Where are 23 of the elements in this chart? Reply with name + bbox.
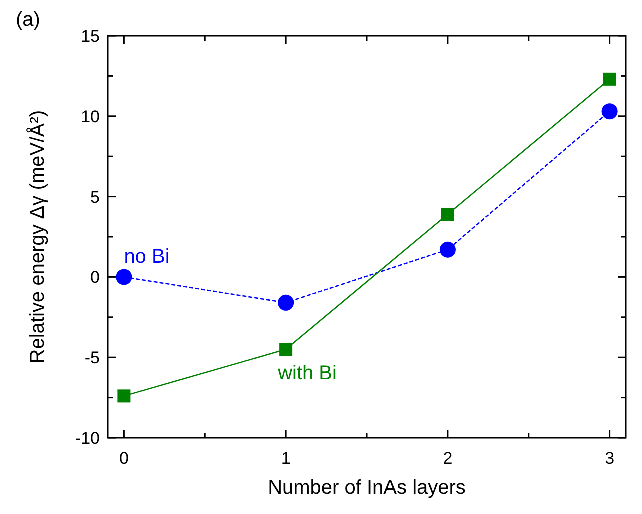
point <box>602 104 618 120</box>
text: (a) <box>16 9 40 31</box>
y-tick-label: 15 <box>81 27 100 46</box>
y-tick-label: 5 <box>90 188 100 207</box>
point <box>116 269 132 286</box>
point <box>603 72 616 86</box>
point <box>440 242 456 258</box>
point <box>280 343 293 356</box>
y-tick-label: -10 <box>75 429 100 448</box>
y-tick-label: -5 <box>84 348 100 368</box>
y-tick-label: 0 <box>90 268 100 288</box>
x-tick-label: 1 <box>281 449 291 468</box>
series-label: no Bi <box>124 246 170 268</box>
point <box>278 294 294 311</box>
point <box>441 208 454 221</box>
y-tick-label: 10 <box>81 107 100 126</box>
y-axis-title: Relative energy Δγ (meV/Å²) <box>26 110 49 364</box>
point <box>118 390 131 403</box>
series-label: with Bi <box>277 362 337 385</box>
x-tick-label: 0 <box>119 449 129 468</box>
x-axis-title: Number of InAs layers <box>268 477 466 499</box>
x-tick-label: 3 <box>605 449 615 468</box>
x-tick-label: 2 <box>443 449 453 468</box>
